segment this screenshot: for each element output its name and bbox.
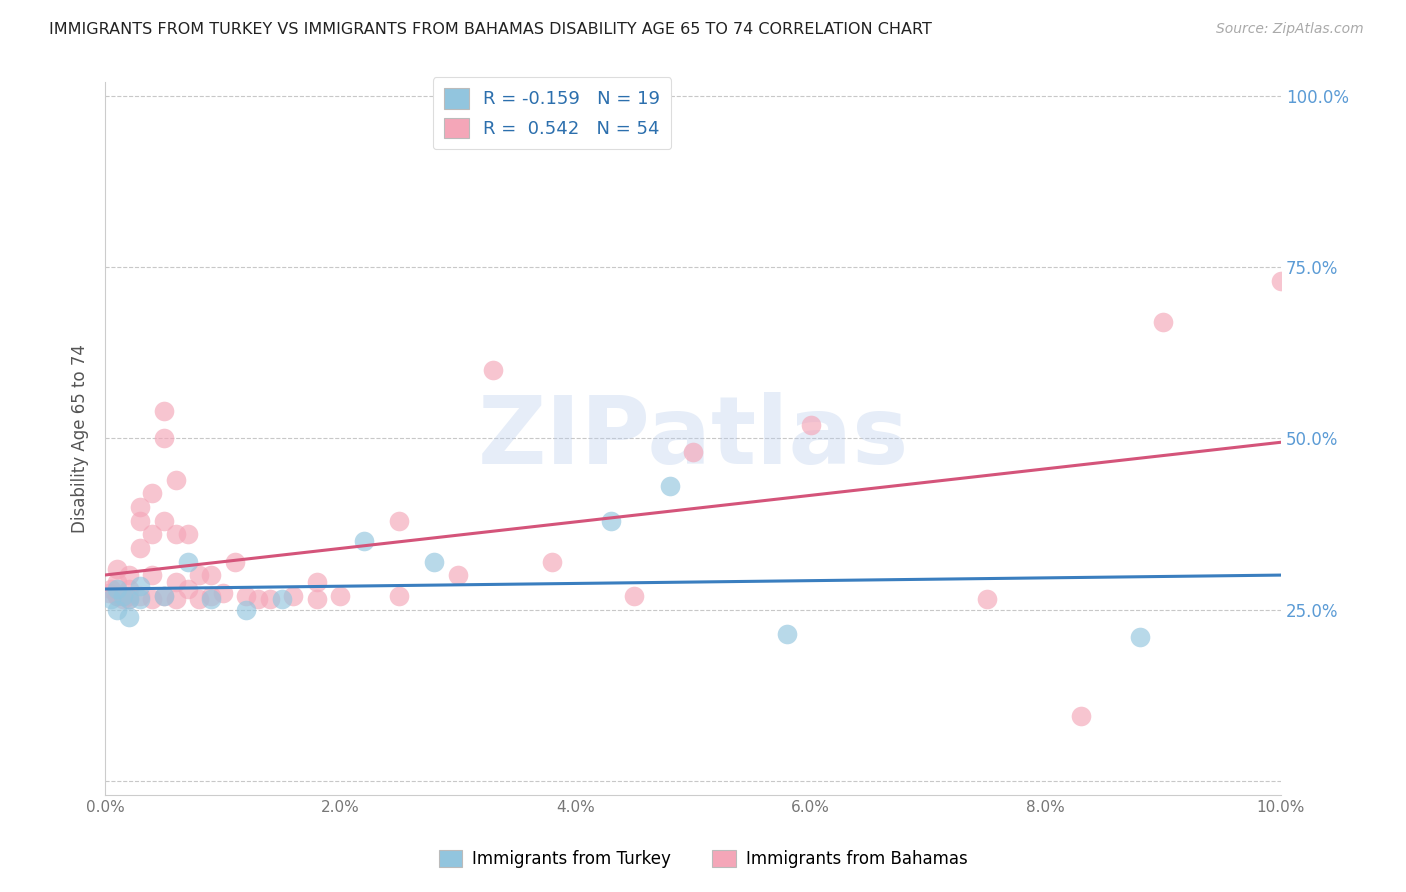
Point — [100, 582, 122, 596]
Point — [1152, 315, 1174, 329]
Point — [141, 592, 163, 607]
Point — [118, 589, 141, 603]
Point — [283, 589, 305, 603]
Point — [447, 568, 470, 582]
Point — [118, 568, 141, 582]
Point — [270, 592, 292, 607]
Point — [129, 592, 152, 607]
Point — [129, 579, 152, 593]
Point — [153, 404, 176, 418]
Point — [165, 575, 187, 590]
Point — [118, 592, 141, 607]
Point — [97, 585, 120, 599]
Point — [200, 592, 222, 607]
Point — [111, 592, 134, 607]
Point — [235, 589, 257, 603]
Point — [165, 527, 187, 541]
Point — [165, 473, 187, 487]
Point — [165, 592, 187, 607]
Point — [423, 555, 446, 569]
Point — [141, 486, 163, 500]
Point — [305, 575, 328, 590]
Point — [1070, 709, 1092, 723]
Point — [305, 592, 328, 607]
Point — [153, 432, 176, 446]
Point — [105, 575, 128, 590]
Point — [153, 589, 176, 603]
Point — [129, 589, 152, 603]
Point — [599, 514, 621, 528]
Point — [200, 589, 222, 603]
Point — [105, 589, 128, 603]
Point — [105, 589, 128, 603]
Point — [105, 582, 128, 596]
Point — [247, 592, 270, 607]
Point — [118, 609, 141, 624]
Point — [976, 592, 998, 607]
Point — [176, 527, 198, 541]
Legend: Immigrants from Turkey, Immigrants from Bahamas: Immigrants from Turkey, Immigrants from … — [432, 843, 974, 875]
Point — [353, 534, 375, 549]
Point — [176, 555, 198, 569]
Text: Source: ZipAtlas.com: Source: ZipAtlas.com — [1216, 22, 1364, 37]
Point — [259, 592, 281, 607]
Point — [188, 568, 211, 582]
Point — [623, 589, 645, 603]
Point — [141, 527, 163, 541]
Point — [388, 589, 411, 603]
Text: IMMIGRANTS FROM TURKEY VS IMMIGRANTS FROM BAHAMAS DISABILITY AGE 65 TO 74 CORREL: IMMIGRANTS FROM TURKEY VS IMMIGRANTS FRO… — [49, 22, 932, 37]
Point — [105, 561, 128, 575]
Point — [141, 568, 163, 582]
Point — [118, 582, 141, 596]
Point — [541, 555, 564, 569]
Legend: R = -0.159   N = 19, R =  0.542   N = 54: R = -0.159 N = 19, R = 0.542 N = 54 — [433, 77, 671, 149]
Point — [482, 363, 505, 377]
Point — [235, 603, 257, 617]
Point — [188, 592, 211, 607]
Point — [118, 592, 141, 607]
Point — [682, 445, 704, 459]
Point — [1129, 630, 1152, 644]
Point — [129, 500, 152, 514]
Point — [388, 514, 411, 528]
Point — [105, 603, 128, 617]
Point — [211, 585, 233, 599]
Point — [776, 626, 799, 640]
Point — [153, 589, 176, 603]
Point — [658, 479, 681, 493]
Point — [329, 589, 352, 603]
Point — [129, 514, 152, 528]
Point — [800, 417, 823, 432]
Point — [176, 582, 198, 596]
Point — [224, 555, 246, 569]
Point — [100, 592, 122, 607]
Point — [153, 514, 176, 528]
Point — [129, 541, 152, 555]
Point — [200, 568, 222, 582]
Point — [111, 589, 134, 603]
Point — [1270, 274, 1292, 288]
Text: ZIPatlas: ZIPatlas — [478, 392, 908, 484]
Y-axis label: Disability Age 65 to 74: Disability Age 65 to 74 — [72, 344, 89, 533]
